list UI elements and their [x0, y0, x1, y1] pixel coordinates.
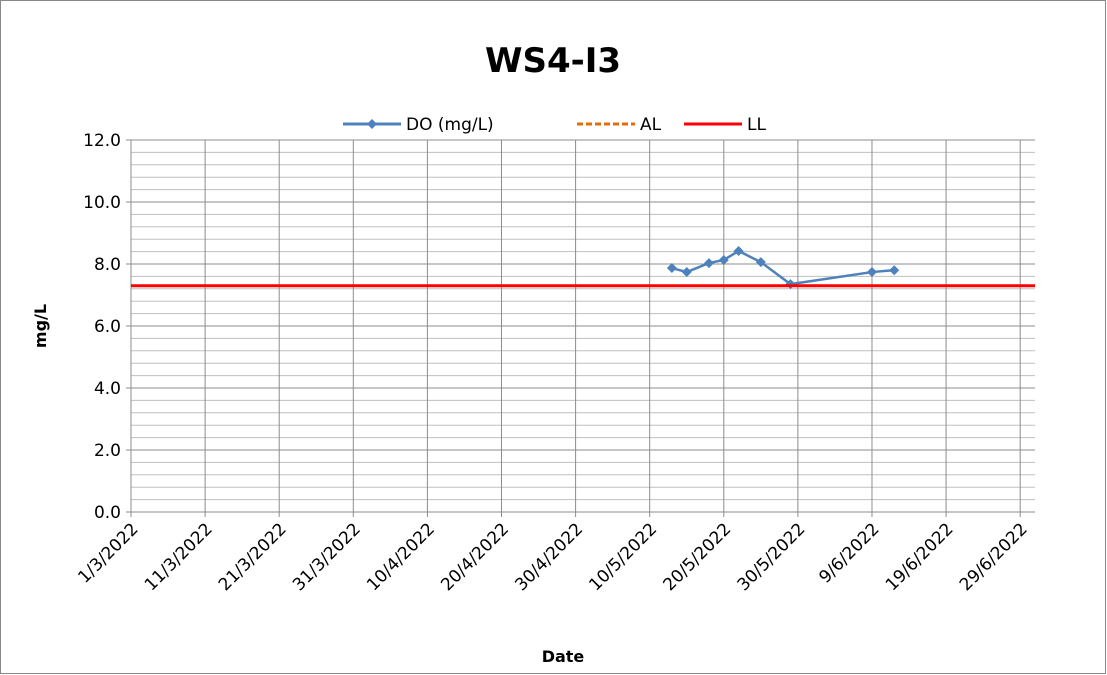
legend-label: AL: [640, 115, 662, 135]
y-tick-label: 4.0: [94, 379, 121, 399]
data-point: [733, 245, 744, 256]
legend-label: DO (mg/L): [406, 115, 494, 135]
y-axis-label: mg/L: [31, 304, 50, 348]
y-tick-label: 8.0: [94, 255, 121, 275]
legend-label: LL: [747, 115, 766, 135]
legend-marker: [367, 119, 377, 129]
y-tick-label: 10.0: [83, 193, 121, 213]
x-axis-label: Date: [542, 647, 585, 666]
y-tick-label: 6.0: [94, 317, 121, 337]
data-point: [755, 257, 766, 268]
data-point: [681, 267, 692, 278]
y-tick-label: 2.0: [94, 441, 121, 461]
data-point: [718, 254, 729, 265]
data-point: [889, 265, 900, 276]
y-tick-label: 0.0: [94, 503, 121, 523]
chart-title: WS4-I3: [485, 41, 621, 81]
data-point: [866, 267, 877, 278]
data-point: [666, 263, 677, 274]
y-tick-label: 12.0: [83, 131, 121, 151]
data-point: [703, 258, 714, 269]
